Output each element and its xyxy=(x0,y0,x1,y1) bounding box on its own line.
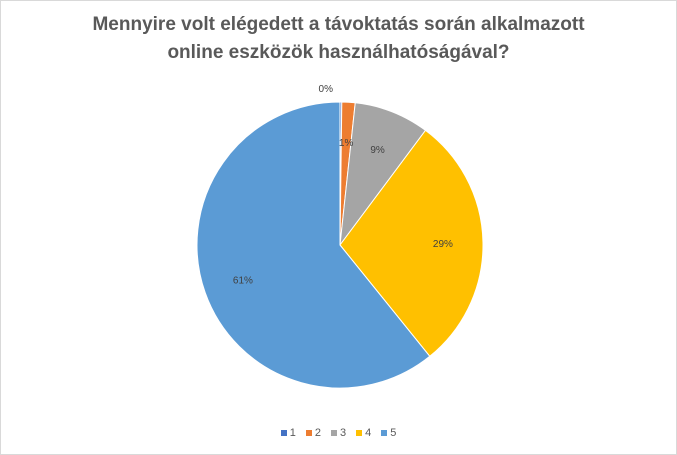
chart-title-line-2: online eszközök használhatóságával? xyxy=(167,42,510,63)
legend-label-3: 3 xyxy=(339,427,347,439)
chart-legend: 1 2 3 4 5 xyxy=(1,427,676,439)
legend-label-2: 2 xyxy=(314,427,321,439)
chart-title-line-1: Mennyire volt elégedett a távoktatás sor… xyxy=(92,14,585,35)
pie-slice-5 xyxy=(196,101,431,389)
data-labels: 0% 1% 9% 29% 61% xyxy=(233,84,453,286)
data-label-2: 1% xyxy=(339,138,354,149)
legend-label-4: 4 xyxy=(365,427,372,439)
legend-label-1: 1 xyxy=(289,427,296,439)
legend-swatch-2 xyxy=(305,430,312,436)
legend-item-2: 2 xyxy=(305,427,321,439)
pie-slices xyxy=(196,101,484,389)
legend-item-3: 3 xyxy=(330,427,347,439)
data-label-5: 61% xyxy=(233,275,253,286)
data-label-3: 9% xyxy=(370,145,385,156)
legend-item-5: 5 xyxy=(381,427,396,439)
pie-slice-4 xyxy=(339,129,484,358)
legend-swatch-5 xyxy=(381,430,388,436)
legend-item-4: 4 xyxy=(356,427,371,439)
data-label-4: 29% xyxy=(433,239,453,250)
legend-swatch-1 xyxy=(280,430,287,436)
chart-title: Mennyire volt elégedett a távoktatás sor… xyxy=(1,11,676,67)
legend-item-1: 1 xyxy=(280,427,296,439)
legend-swatch-4 xyxy=(356,430,363,436)
data-label-1: 0% xyxy=(319,84,334,95)
legend-label-5: 5 xyxy=(390,427,397,439)
legend-swatch-3 xyxy=(330,430,337,436)
